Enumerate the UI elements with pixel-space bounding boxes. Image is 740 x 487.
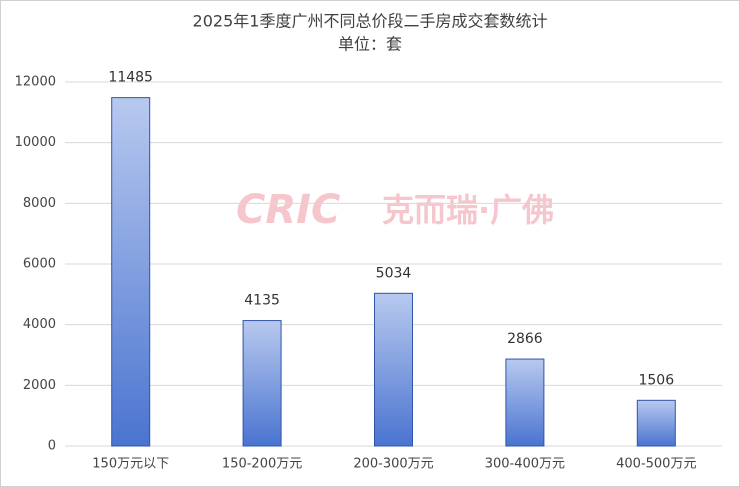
data-label: 2866 [507,331,543,347]
y-tick-label: 12000 [15,75,56,90]
bar [374,292,413,447]
bar [505,358,545,447]
x-tick-label: 150-200万元 [222,457,302,472]
bar [111,97,151,447]
bar [636,399,676,447]
data-label: 5034 [376,265,412,281]
watermark-logo: CRIC [236,187,340,233]
y-tick-label: 8000 [23,196,56,211]
x-tick-label: 200-300万元 [353,457,433,472]
data-label: 1506 [638,372,674,388]
y-tick-label: 4000 [23,317,56,332]
chart-subtitle: 单位：套 [338,35,402,54]
y-tick-label: 2000 [23,378,56,393]
y-tick-label: 0 [48,439,56,454]
x-tick-label: 300-400万元 [485,457,565,472]
data-label: 11485 [108,70,153,86]
x-tick-label: 400-500万元 [616,457,696,472]
bar [242,320,282,447]
chart-title: 2025年1季度广州不同总价段二手房成交套数统计 [193,12,548,31]
y-tick-label: 6000 [23,257,56,272]
data-label: 4135 [244,293,280,309]
y-tick-label: 10000 [15,135,56,150]
x-tick-label: 150万元以下 [92,457,169,472]
watermark-text: 克而瑞·广佛 [382,191,554,229]
